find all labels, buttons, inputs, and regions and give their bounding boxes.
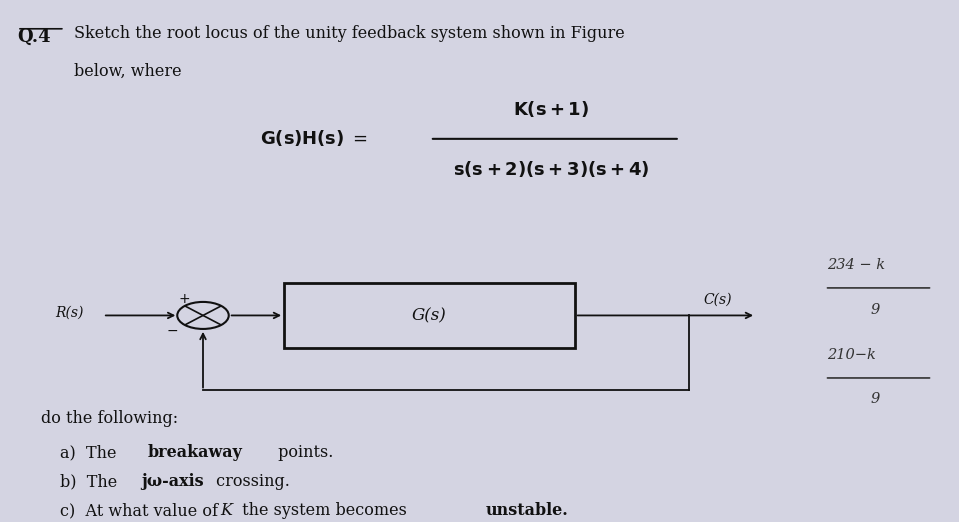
Text: $\mathbf{K(s + 1)}$: $\mathbf{K(s + 1)}$ xyxy=(513,99,589,119)
Text: crossing.: crossing. xyxy=(211,473,290,490)
Text: c)  At what value of: c) At what value of xyxy=(60,502,223,519)
Text: below, where: below, where xyxy=(74,63,182,80)
Text: 234 − k: 234 − k xyxy=(828,258,885,272)
Text: do the following:: do the following: xyxy=(41,410,178,428)
Text: 9: 9 xyxy=(871,303,879,317)
Text: C(s): C(s) xyxy=(704,292,732,306)
Text: Q.4: Q.4 xyxy=(17,28,51,46)
Text: a)  The: a) The xyxy=(60,444,122,461)
Text: R(s): R(s) xyxy=(56,306,83,320)
Text: unstable.: unstable. xyxy=(485,502,568,519)
Text: b)  The: b) The xyxy=(60,473,123,490)
Text: breakaway: breakaway xyxy=(148,444,243,461)
Text: Sketch the root locus of the unity feedback system shown in Figure: Sketch the root locus of the unity feedb… xyxy=(74,25,625,42)
Text: the system becomes: the system becomes xyxy=(237,502,412,519)
Text: −: − xyxy=(167,324,178,337)
Text: G(s): G(s) xyxy=(412,307,447,324)
Text: jω-axis: jω-axis xyxy=(141,473,203,490)
Text: 9: 9 xyxy=(871,393,879,407)
Text: K: K xyxy=(221,502,232,519)
Text: $\mathbf{G(s)H(s)}$ $=$: $\mathbf{G(s)H(s)}$ $=$ xyxy=(260,128,368,148)
Text: +: + xyxy=(178,292,190,306)
Text: $\mathbf{s(s + 2)(s + 3)(s + 4)}$: $\mathbf{s(s + 2)(s + 3)(s + 4)}$ xyxy=(453,159,649,179)
Text: 210−k: 210−k xyxy=(828,349,877,362)
Text: points.: points. xyxy=(272,444,333,461)
